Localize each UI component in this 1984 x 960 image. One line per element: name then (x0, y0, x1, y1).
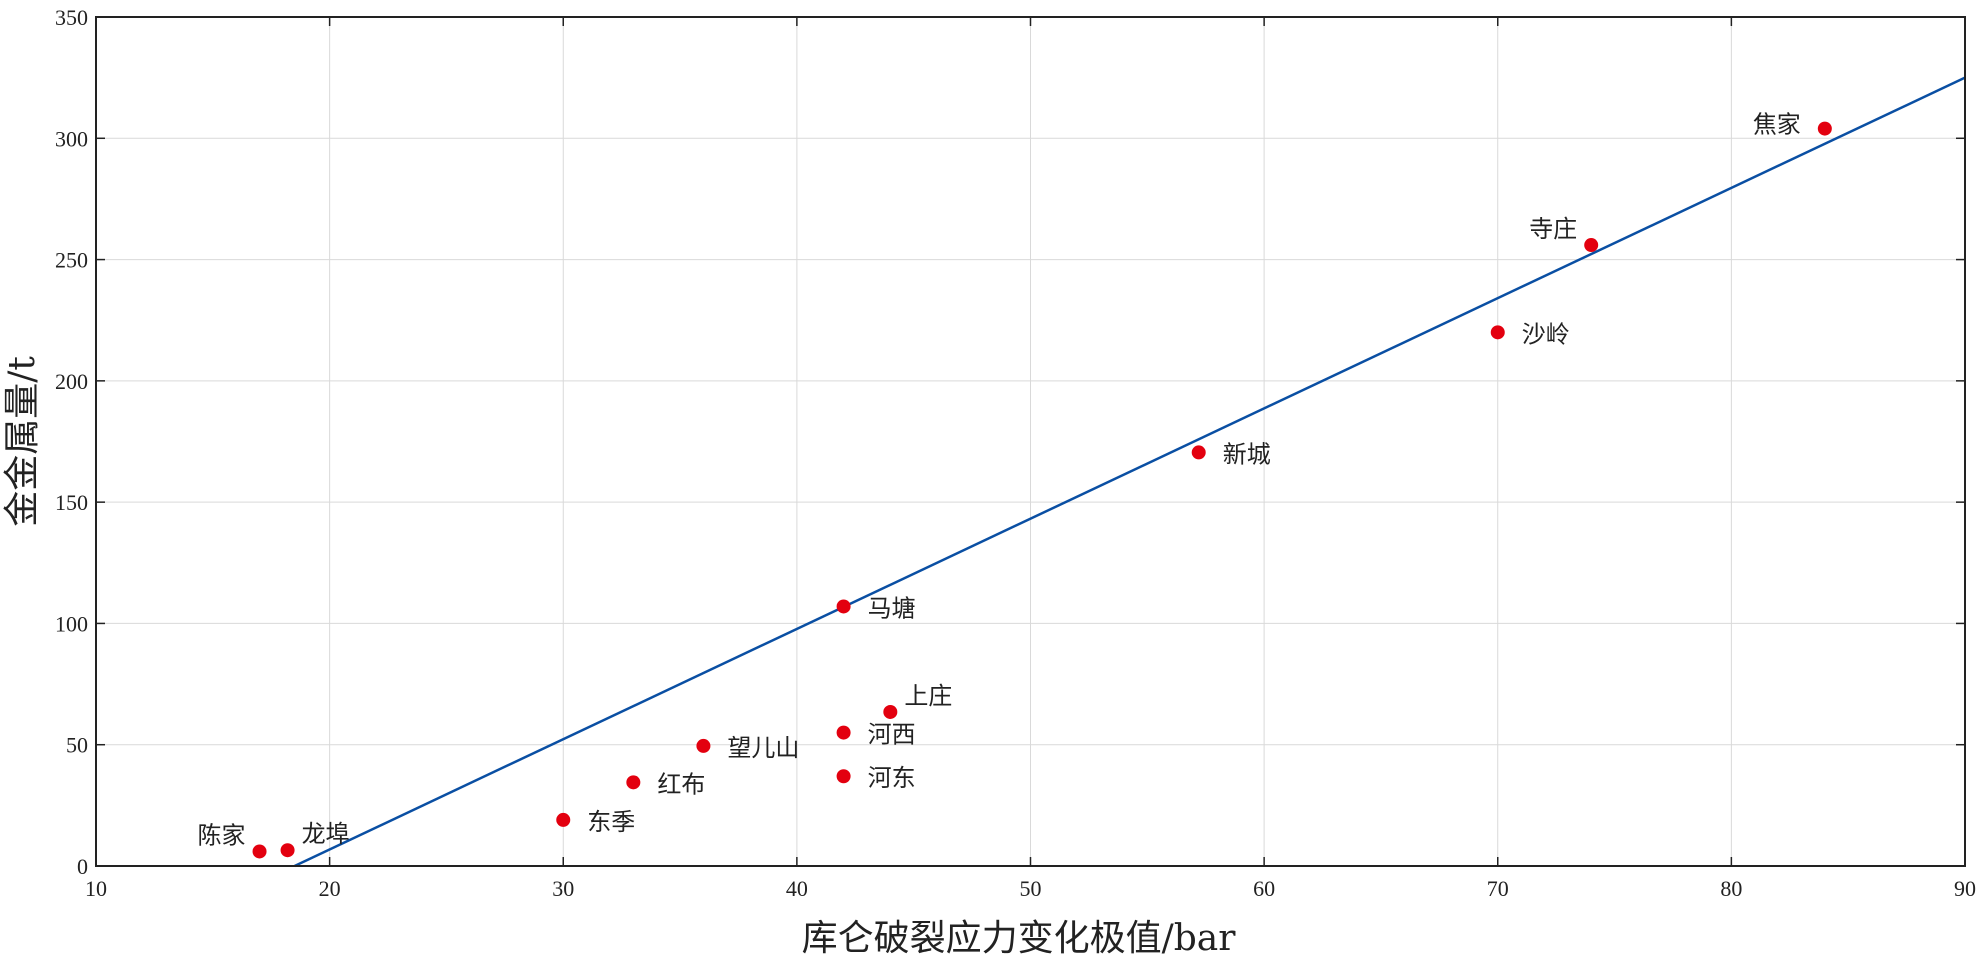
data-point-label: 东季 (587, 808, 635, 836)
y-tick-label: 300 (55, 126, 88, 151)
data-point-label: 望儿山 (727, 734, 799, 762)
y-tick-label: 100 (55, 611, 88, 636)
points-layer (252, 121, 1832, 859)
data-point-label: 新城 (1223, 440, 1271, 468)
data-point (696, 738, 711, 753)
data-point (836, 769, 851, 784)
data-point (836, 725, 851, 740)
x-tick-label: 20 (319, 876, 341, 901)
data-point-label: 寺庄 (1529, 215, 1577, 243)
x-tick-label: 10 (85, 876, 107, 901)
data-point (1490, 325, 1505, 340)
y-axis-label: 金金属量/t (2, 356, 43, 527)
data-point-label: 龙埠 (302, 820, 350, 848)
data-point-label: 红布 (657, 770, 705, 798)
data-point-label: 沙岭 (1522, 320, 1570, 348)
data-point-label: 马塘 (868, 594, 916, 622)
data-point (883, 704, 898, 719)
x-tick-label: 70 (1487, 876, 1509, 901)
fit-line-layer (294, 76, 1966, 868)
data-point-label: 陈家 (198, 821, 246, 849)
y-tick-label: 0 (77, 854, 88, 879)
data-point (280, 843, 295, 858)
x-tick-label: 80 (1720, 876, 1742, 901)
data-point-label: 上庄 (904, 682, 952, 710)
x-tick-label: 90 (1954, 876, 1976, 901)
data-point (556, 812, 571, 827)
data-point (626, 775, 641, 790)
data-point (836, 599, 851, 614)
grid (95, 16, 1966, 867)
x-tick-label: 40 (786, 876, 808, 901)
x-axis-label: 库仑破裂应力变化极值/bar (802, 918, 1237, 959)
y-tick-label: 250 (55, 248, 88, 273)
x-tick-label: 50 (1020, 876, 1042, 901)
x-tick-label: 30 (552, 876, 574, 901)
fit-line (294, 76, 1966, 868)
y-tick-label: 350 (55, 5, 88, 30)
axis-ticks: 10 20 30 40 50 60 70 80 90 0 50 100 150 200 250 300 350 (55, 5, 1976, 901)
y-tick-label: 150 (55, 490, 88, 515)
data-point-label: 河东 (868, 764, 916, 792)
data-point-label: 焦家 (1753, 111, 1801, 139)
data-point (1191, 445, 1206, 460)
x-tick-label: 60 (1253, 876, 1275, 901)
y-tick-label: 200 (55, 369, 88, 394)
data-point (1584, 238, 1599, 253)
data-point (252, 844, 267, 859)
data-point (1817, 121, 1832, 136)
data-point-label: 河西 (868, 721, 916, 749)
y-tick-label: 50 (66, 733, 88, 758)
